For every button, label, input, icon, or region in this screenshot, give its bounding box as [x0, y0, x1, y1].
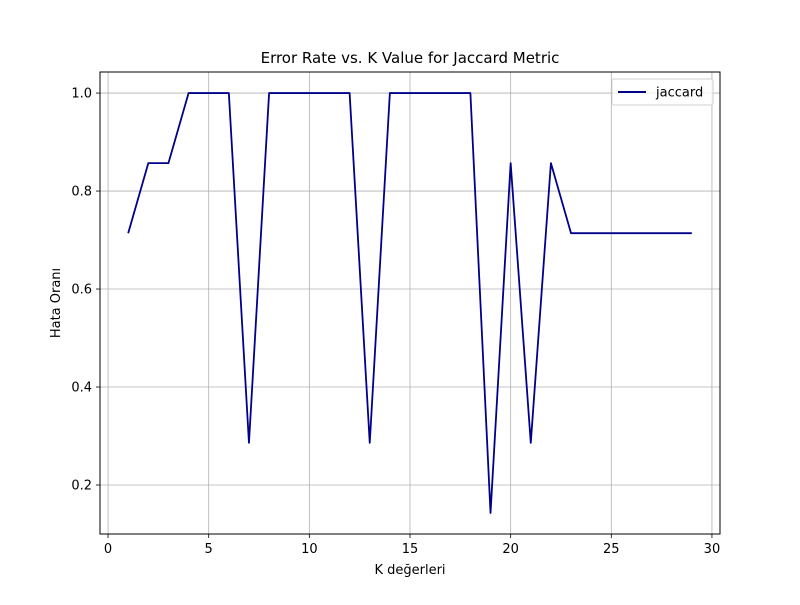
y-tick-label: 0.6 [71, 283, 92, 298]
y-axis-label: Hata Oranı [49, 268, 64, 338]
x-tick-label: 10 [301, 542, 318, 557]
x-axis-label: K değerleri [374, 563, 445, 578]
y-tick-label: 1.0 [71, 87, 92, 102]
legend: jaccard [612, 79, 713, 105]
legend-label-jaccard: jaccard [655, 86, 703, 101]
x-tick-label: 30 [704, 542, 721, 557]
y-tick-label: 0.4 [71, 381, 92, 396]
x-tick-label: 15 [402, 542, 419, 557]
x-tick-label: 20 [502, 542, 519, 557]
x-tick-label: 5 [205, 542, 213, 557]
chart-title: Error Rate vs. K Value for Jaccard Metri… [261, 49, 560, 67]
x-tick-label: 25 [603, 542, 620, 557]
x-tick-label: 0 [104, 542, 112, 557]
y-tick-label: 0.8 [71, 185, 92, 200]
y-tick-label: 0.2 [71, 479, 92, 494]
